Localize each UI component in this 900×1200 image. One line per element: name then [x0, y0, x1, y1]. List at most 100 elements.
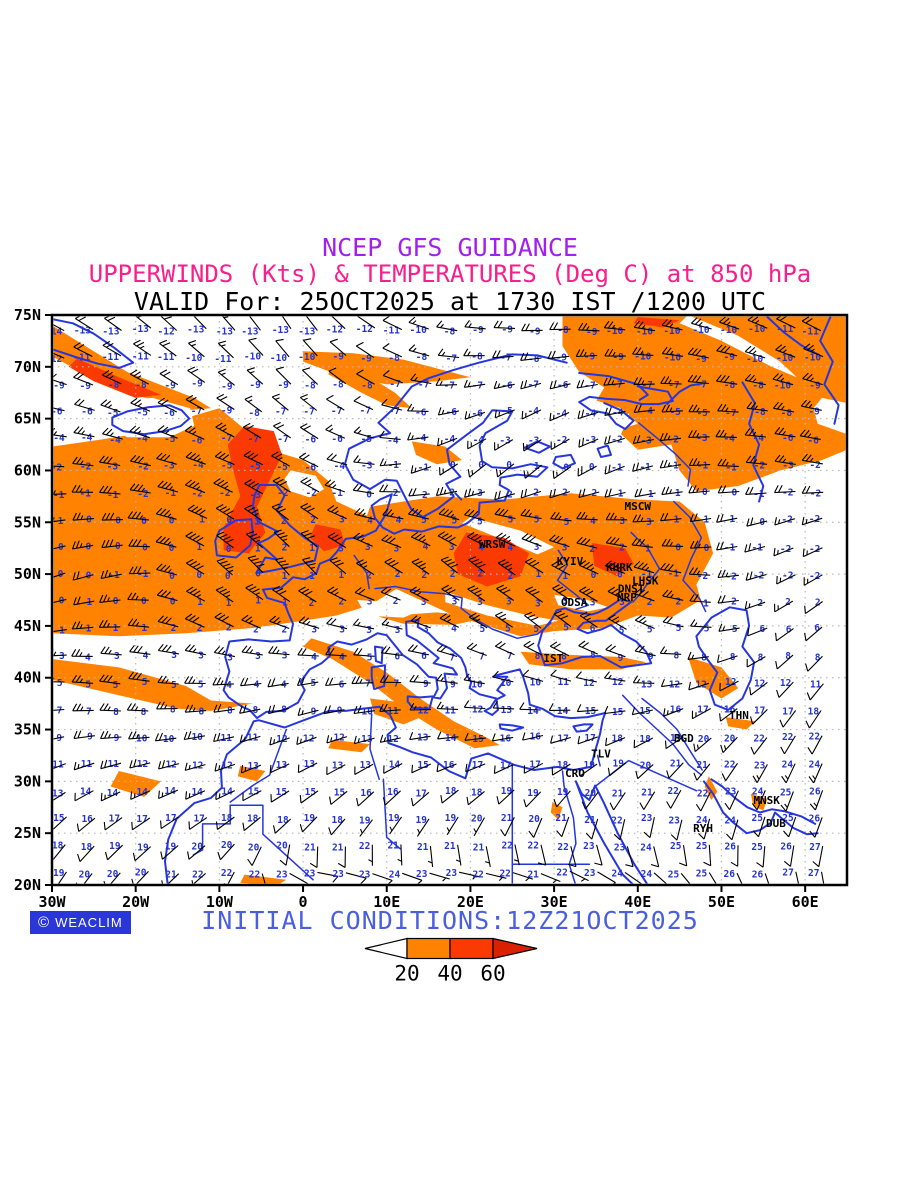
- svg-text:-1: -1: [53, 490, 65, 501]
- svg-text:10W: 10W: [206, 893, 234, 911]
- svg-text:20: 20: [107, 869, 119, 880]
- svg-text:23: 23: [304, 868, 316, 879]
- svg-text:20: 20: [135, 867, 147, 878]
- svg-text:18: 18: [221, 813, 233, 824]
- svg-text:-5: -5: [361, 434, 373, 445]
- svg-text:3: 3: [477, 597, 483, 608]
- initial-conditions-text: INITIAL CONDITIONS:12Z21OCT2025: [201, 906, 699, 935]
- svg-text:-1: -1: [725, 462, 737, 473]
- svg-text:14: 14: [527, 706, 539, 717]
- svg-text:14: 14: [136, 787, 148, 798]
- svg-text:-2: -2: [725, 571, 736, 582]
- svg-text:-10: -10: [410, 325, 427, 336]
- svg-text:-9: -9: [221, 406, 233, 417]
- svg-text:3: 3: [393, 544, 399, 555]
- svg-text:2: 2: [281, 516, 287, 527]
- svg-text:-2: -2: [191, 489, 202, 500]
- svg-text:21: 21: [696, 760, 708, 771]
- svg-text:17: 17: [472, 760, 483, 771]
- svg-text:4: 4: [423, 542, 429, 553]
- svg-text:-5: -5: [696, 408, 708, 419]
- svg-text:35N: 35N: [14, 721, 41, 739]
- svg-text:-5: -5: [137, 407, 149, 418]
- svg-text:-4: -4: [753, 433, 765, 444]
- svg-text:1: 1: [309, 543, 315, 554]
- svg-text:0: 0: [255, 569, 261, 580]
- svg-text:1: 1: [59, 626, 65, 637]
- svg-text:8: 8: [561, 652, 567, 663]
- svg-text:20E: 20E: [457, 893, 484, 911]
- svg-text:12: 12: [472, 705, 483, 716]
- svg-text:6: 6: [421, 651, 427, 662]
- svg-text:26: 26: [752, 869, 764, 880]
- svg-text:5: 5: [732, 624, 738, 635]
- svg-text:19: 19: [670, 733, 682, 744]
- svg-text:1: 1: [535, 569, 541, 580]
- svg-text:-14: -14: [45, 327, 62, 338]
- svg-text:-2: -2: [781, 515, 792, 526]
- svg-text:3: 3: [452, 596, 458, 607]
- svg-text:-7: -7: [389, 406, 400, 417]
- svg-text:3: 3: [367, 596, 373, 607]
- svg-text:-9: -9: [612, 352, 624, 363]
- svg-text:-4: -4: [334, 461, 346, 472]
- svg-text:19: 19: [137, 843, 149, 854]
- svg-text:19: 19: [584, 760, 596, 771]
- title-valid-time: VALID For: 25OCT2025 at 1730 IST /1200 U…: [133, 287, 767, 316]
- svg-text:-4: -4: [81, 433, 93, 444]
- svg-text:-9: -9: [221, 381, 233, 392]
- svg-text:-1: -1: [668, 569, 680, 580]
- svg-text:10: 10: [530, 677, 542, 688]
- svg-text:8: 8: [590, 650, 596, 661]
- svg-text:11: 11: [810, 680, 822, 691]
- svg-text:16: 16: [670, 705, 682, 716]
- svg-text:1: 1: [86, 597, 92, 608]
- svg-text:1: 1: [675, 488, 681, 499]
- svg-text:-1: -1: [418, 463, 430, 474]
- svg-text:24: 24: [752, 786, 764, 797]
- svg-text:25: 25: [670, 841, 682, 852]
- svg-text:3: 3: [421, 597, 427, 608]
- svg-text:9: 9: [87, 732, 93, 743]
- svg-text:-6: -6: [163, 408, 175, 419]
- svg-text:18: 18: [81, 842, 93, 853]
- svg-text:25N: 25N: [14, 824, 41, 842]
- svg-text:1: 1: [282, 598, 288, 609]
- svg-text:3: 3: [423, 624, 429, 635]
- svg-text:24: 24: [696, 815, 708, 826]
- svg-text:19: 19: [388, 813, 400, 824]
- svg-text:0: 0: [169, 571, 175, 582]
- svg-text:22: 22: [359, 841, 370, 852]
- svg-text:-5: -5: [107, 408, 119, 419]
- svg-text:27: 27: [782, 868, 793, 879]
- svg-text:15: 15: [248, 787, 260, 798]
- svg-text:-4: -4: [528, 406, 540, 417]
- svg-text:-8: -8: [304, 381, 316, 392]
- svg-text:-7: -7: [668, 380, 679, 391]
- svg-text:-9: -9: [164, 381, 176, 392]
- svg-text:-2: -2: [780, 544, 791, 555]
- svg-text:9: 9: [337, 706, 343, 717]
- svg-text:-8: -8: [781, 408, 793, 419]
- svg-text:3: 3: [365, 542, 371, 553]
- svg-text:-2: -2: [753, 571, 764, 582]
- svg-text:-2: -2: [697, 571, 708, 582]
- svg-text:-8: -8: [724, 380, 736, 391]
- svg-text:-7: -7: [725, 408, 736, 419]
- svg-text:10: 10: [500, 678, 512, 689]
- svg-text:4: 4: [85, 652, 91, 663]
- svg-text:21: 21: [473, 842, 485, 853]
- svg-text:24: 24: [612, 868, 624, 879]
- svg-text:21: 21: [332, 843, 344, 854]
- svg-text:23: 23: [614, 842, 626, 853]
- svg-text:-3: -3: [107, 462, 119, 473]
- svg-text:17: 17: [109, 814, 120, 825]
- svg-text:16: 16: [360, 788, 372, 799]
- city-label-thn: THN: [729, 709, 749, 722]
- svg-text:25: 25: [752, 813, 764, 824]
- copyright-icon: ©: [38, 914, 50, 931]
- svg-text:0: 0: [113, 596, 119, 607]
- svg-text:8: 8: [170, 705, 176, 716]
- svg-text:19: 19: [557, 787, 569, 798]
